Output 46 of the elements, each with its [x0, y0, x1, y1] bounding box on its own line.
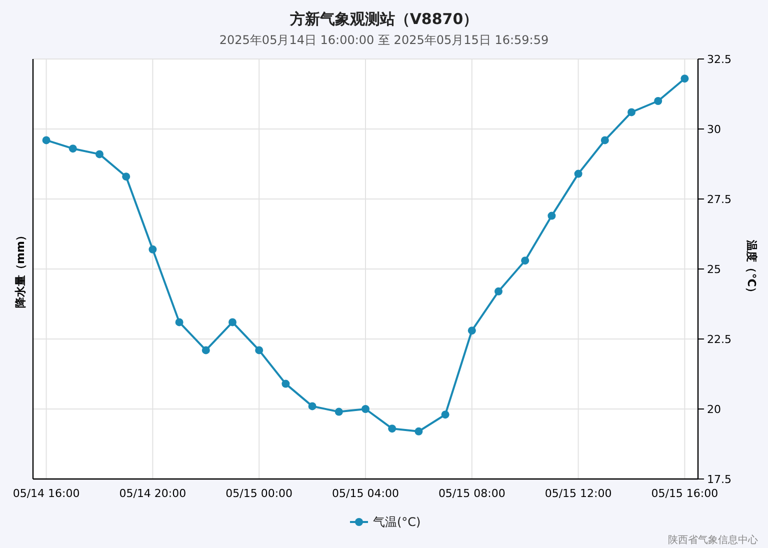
point [654, 97, 662, 105]
point [494, 287, 502, 296]
point [42, 136, 50, 144]
point [680, 74, 689, 83]
x-tick-label: 05/15 04:00 [332, 487, 399, 500]
y2-tick-label: 22.5 [707, 333, 732, 346]
point [628, 108, 636, 116]
x-tick-label: 05/15 00:00 [226, 487, 293, 500]
x-tick-label: 05/15 16:00 [651, 487, 718, 500]
point [122, 172, 130, 181]
point [521, 256, 530, 265]
point [68, 144, 77, 153]
chart-subtitle: 2025年05月14日 16:00:00 至 2025年05月15日 16:59:59 [219, 33, 549, 47]
point [334, 408, 343, 416]
x-tick-label: 05/14 16:00 [12, 487, 80, 500]
point [228, 318, 236, 326]
y2-tick-label: 17.5 [707, 473, 732, 486]
point [202, 346, 210, 354]
y2-tick-label: 25 [707, 263, 721, 276]
chart-title: 方新气象观测站（V8870） [288, 10, 478, 28]
legend-label: 气温(°C) [373, 515, 421, 529]
text: 陕西省气象信息中心 [668, 534, 758, 546]
y2-tick-label: 20 [707, 403, 721, 416]
y2-tick-label: 32.5 [707, 53, 732, 66]
point [308, 402, 316, 410]
point [468, 326, 476, 335]
y2-tick-label: 27.5 [707, 193, 732, 206]
y-axis-title: 降水量（mm） [14, 230, 27, 308]
point [96, 150, 104, 158]
point [548, 212, 556, 220]
point [414, 427, 423, 436]
y2-axis-title: 温度（°C） [745, 239, 758, 298]
legend: 气温(°C) [350, 515, 421, 529]
point [574, 170, 582, 178]
x-tick-label: 05/14 20:00 [119, 487, 186, 500]
point [441, 410, 450, 419]
point [388, 424, 396, 433]
y2-tick-label: 30 [707, 123, 721, 136]
point [175, 318, 184, 326]
x-tick-label: 05/15 08:00 [438, 487, 506, 500]
point [282, 380, 290, 388]
point [148, 245, 157, 254]
point [600, 136, 609, 144]
point [255, 346, 264, 354]
x-tick-label: 05/15 12:00 [544, 487, 612, 500]
point [362, 405, 370, 413]
